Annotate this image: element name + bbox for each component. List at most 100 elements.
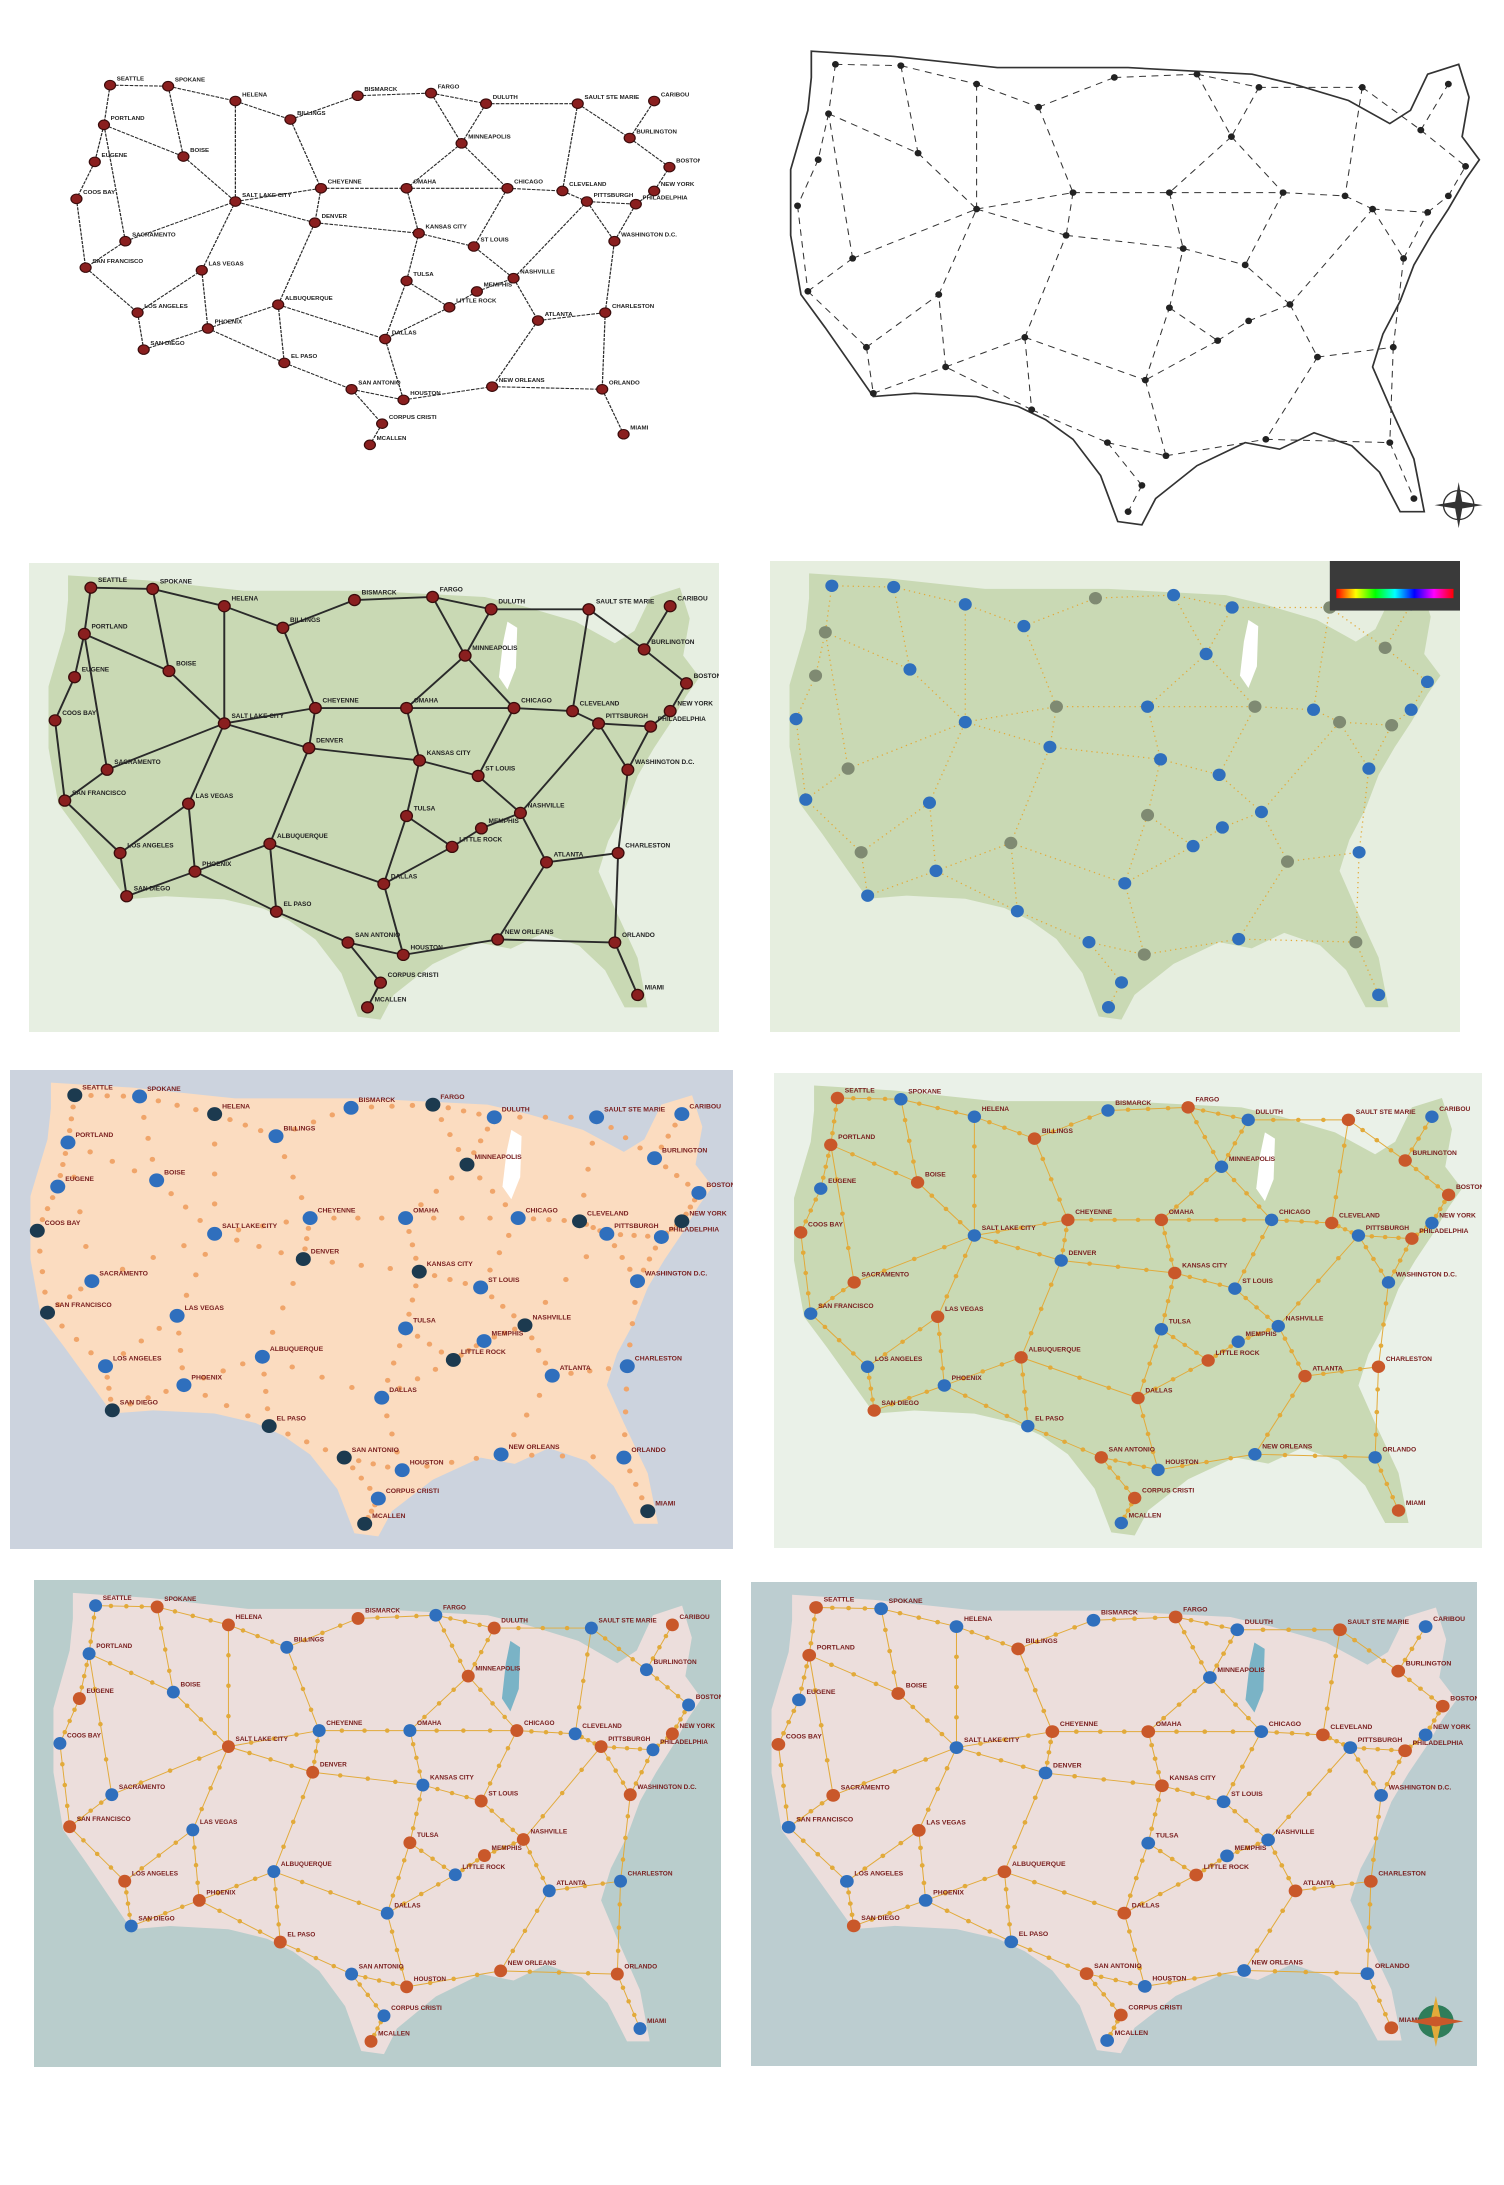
city-label-boise: BOISE: [180, 1681, 201, 1688]
route-step-dot: [850, 1351, 856, 1356]
city-node-caribou: [648, 95, 661, 107]
city-node-atlanta: [1298, 1369, 1312, 1383]
route-step-dot: [662, 1164, 669, 1170]
city-node-sandiego: [137, 344, 150, 355]
city-label-chicago: CHICAGO: [514, 180, 543, 186]
route-step-dot: [585, 1652, 590, 1657]
route-step-dot: [418, 1848, 424, 1853]
city-node-sanantonio: [345, 1967, 359, 1981]
route-step-dot: [212, 1730, 217, 1736]
city-node-atlanta: [539, 856, 554, 869]
route-step-dot: [477, 1175, 483, 1181]
map-panel-7: SEATTLE SPOKANE PORTLAND HELENA BILLINGS BISM…: [34, 1580, 721, 2067]
route-step-dot: [1137, 1965, 1143, 1971]
route-step-dot: [68, 1116, 75, 1122]
city-node-portland: [82, 1647, 96, 1661]
route-step-dot: [611, 1745, 617, 1750]
city-label-helena: HELENA: [242, 93, 267, 99]
route-step-dot: [810, 1629, 816, 1634]
route-step-dot: [1061, 1890, 1067, 1895]
route-step-dot: [355, 1215, 361, 1221]
city-label-phoenix: PHOENIX: [191, 1375, 222, 1382]
route-step-dot: [829, 1662, 834, 1668]
route-step-dot: [962, 1883, 968, 1889]
route-network: [795, 585, 1429, 1008]
city-node-phoenix: [937, 1379, 951, 1392]
route-step-dot: [1127, 1461, 1133, 1466]
route-step-dot: [67, 1718, 72, 1724]
route-step-dot: [1150, 1449, 1156, 1455]
map-svg: SEATTLE SPOKANEPORTLANDHELENABILLINGSBISM…: [52, 64, 700, 466]
city-node-atlanta: [1288, 1884, 1303, 1898]
city-label-seattle: SEATTLE: [117, 77, 145, 83]
route-chicago-stlouis: [473, 188, 508, 247]
route-step-dot: [379, 1215, 385, 1221]
route-step-dot: [935, 1105, 940, 1111]
route-step-dot: [257, 1929, 263, 1934]
route-step-dot: [830, 1130, 835, 1136]
route-billings-cheyenne: [289, 119, 322, 189]
city-node-seattle: [103, 79, 117, 91]
route-step-dot: [299, 1879, 305, 1885]
city-node-sanfrancisco: [79, 262, 92, 273]
route-step-dot: [585, 1737, 591, 1743]
city-node-boston: [1441, 1188, 1456, 1202]
city-node-miami: [631, 988, 645, 1002]
route-step-dot: [313, 1749, 319, 1754]
city-node-nashville: [1286, 301, 1294, 308]
route-step-dot: [418, 1891, 424, 1897]
route-step-dot: [966, 1918, 971, 1924]
route-sacramento-portland: [828, 113, 854, 259]
city-label-cleveland: CLEVELAND: [580, 701, 620, 708]
city-node-nashville: [517, 1318, 533, 1333]
city-node-elpaso: [278, 357, 291, 369]
city-label-saultstemarie: SAULT STE MARIE: [1348, 1619, 1410, 1626]
city-label-duluth: DULUTH: [501, 1617, 528, 1624]
route-step-dot: [993, 1239, 999, 1244]
route-step-dot: [1087, 1261, 1092, 1266]
route-cheyenne-denver: [1065, 192, 1074, 236]
route-sacramento-saltlake: [852, 208, 977, 259]
route-step-dot: [1290, 1393, 1295, 1398]
route-step-dot: [924, 1389, 930, 1394]
route-step-dot: [42, 1289, 48, 1295]
route-step-dot: [107, 1661, 113, 1666]
route-step-dot: [512, 1326, 518, 1332]
route-step-dot: [1233, 1702, 1238, 1707]
route-step-dot: [488, 1294, 495, 1300]
city-label-newyork: NEW YORK: [1439, 1213, 1476, 1220]
route-step-dot: [1194, 1120, 1199, 1125]
route-step-dot: [139, 1604, 145, 1609]
route-step-dot: [127, 1912, 132, 1918]
map-panel-2: [770, 38, 1500, 538]
route-step-dot: [1157, 1891, 1163, 1897]
city-label-charleston: CHARLESTON: [1378, 1871, 1426, 1878]
route-step-dot: [1034, 1639, 1040, 1644]
city-node-tulsa: [1165, 304, 1173, 312]
city-label-houston: HOUSTON: [1152, 1976, 1186, 1983]
route-step-dot: [220, 1368, 226, 1374]
route-step-dot: [66, 1294, 73, 1300]
city-label-minneapolis: MINNEAPOLIS: [472, 645, 517, 652]
route-step-dot: [62, 1150, 69, 1157]
usa-landmass: [789, 573, 1441, 1020]
city-node-pittsburgh: [592, 717, 606, 730]
city-node-burlington: [647, 1151, 663, 1166]
route-step-dot: [608, 1124, 614, 1131]
route-step-dot: [409, 1297, 416, 1303]
city-node-stlouis: [473, 1280, 489, 1295]
route-step-dot: [581, 1678, 586, 1684]
route-step-dot: [1186, 1217, 1192, 1223]
city-node-phoenix: [942, 363, 950, 371]
route-step-dot: [1289, 1348, 1294, 1354]
route-step-dot: [448, 1616, 453, 1621]
city-label-portland: PORTLAND: [838, 1134, 875, 1141]
city-label-albuquerque: ALBUQUERQUE: [277, 833, 328, 840]
city-node-fargo: [1168, 1610, 1183, 1624]
city-node-houston: [1137, 948, 1151, 961]
city-node-losangeles: [860, 1360, 875, 1373]
route-step-dot: [367, 1485, 373, 1491]
city-node-caribou: [663, 600, 677, 613]
color-picker-panel[interactable]: [1329, 561, 1460, 611]
city-node-littlerock: [445, 840, 459, 854]
